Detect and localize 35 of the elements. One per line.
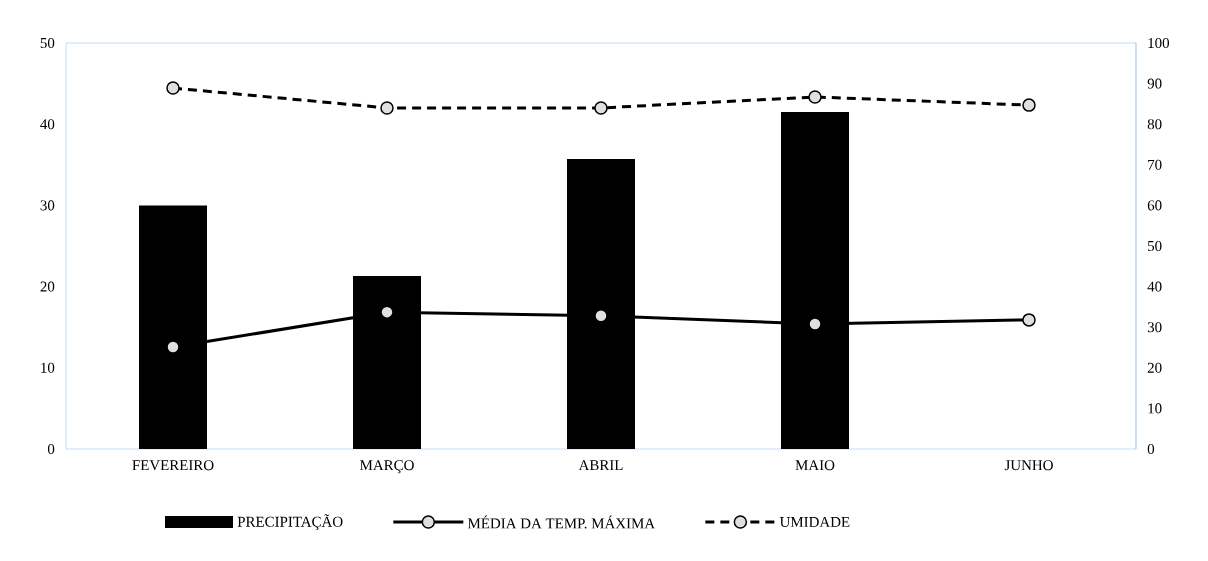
legend-label: MÉDIA DA TEMP. MÁXIMA: [467, 515, 656, 529]
y2-tick-label: 10: [1148, 403, 1162, 414]
y2-tick-label: 20: [1147, 362, 1162, 373]
y-tick-label: 40: [40, 119, 55, 130]
x-tick-label: ABRIL: [578, 460, 623, 471]
legend-label: PRECIPITAÇÃO: [237, 514, 343, 530]
y2-tick-label: 30: [1147, 322, 1162, 333]
y2-tick-label: 100: [1148, 37, 1170, 49]
y2-tick-label: 40: [1147, 281, 1162, 292]
point: [1022, 313, 1036, 327]
y-tick-label: 10: [41, 362, 55, 373]
point: [808, 317, 822, 331]
point: [380, 305, 394, 319]
legend-label: UMIDADE: [779, 516, 850, 527]
y2-tick-label: 80: [1147, 119, 1162, 130]
point: [166, 340, 180, 354]
point: [166, 81, 180, 95]
point: [1022, 98, 1036, 112]
x-tick-label: JUNHO: [1004, 460, 1053, 471]
x-tick-label: FEVEREIRO: [132, 460, 214, 471]
y2-tick-label: 60: [1147, 200, 1162, 211]
point: [808, 90, 822, 104]
point: [594, 101, 608, 115]
x-tick-label: MARÇO: [360, 460, 414, 474]
y2-tick-label: 70: [1148, 159, 1162, 170]
point: [380, 101, 394, 115]
y2-tick-label: 50: [1148, 240, 1162, 252]
y-tick-label: 20: [40, 281, 55, 292]
y-tick-label: 30: [40, 200, 55, 211]
point: [594, 309, 608, 323]
y2-tick-label: 90: [1147, 78, 1162, 89]
x-tick-label: MAIO: [795, 460, 835, 471]
y-tick-label: 50: [40, 37, 55, 49]
y2-tick-label: 0: [1147, 443, 1155, 455]
y-tick-label: 0: [47, 443, 55, 455]
